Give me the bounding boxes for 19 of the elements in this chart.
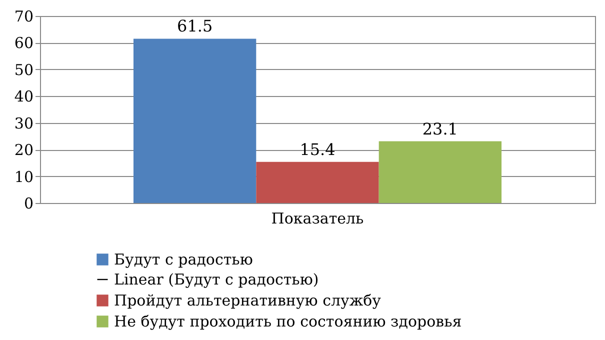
x-tick-label: Показатель [271,210,364,228]
y-tick-label: 30 [14,114,34,132]
y-tick-label: 0 [24,194,34,212]
bar [378,141,502,203]
legend-label: Не будут проходить по состоянию здоровья [114,312,462,330]
data-label: 23.1 [422,119,458,138]
y-tick-label: 60 [14,34,34,52]
y-tick-label: 20 [14,141,34,160]
data-label: 61.5 [177,16,213,36]
y-tick-label: 70 [14,8,34,26]
y-tick-label: 10 [14,168,34,186]
legend-label: Будут с радостью [114,250,253,268]
data-label: 15.4 [300,140,336,159]
bar [133,38,256,203]
y-tick-label: 50 [14,60,34,79]
legend-label: Linear (Будут с радостью) [114,270,319,288]
y-tick-label: 40 [14,88,34,106]
bar [256,162,379,203]
legend-label: Пройдут альтернативную службу [114,292,382,310]
